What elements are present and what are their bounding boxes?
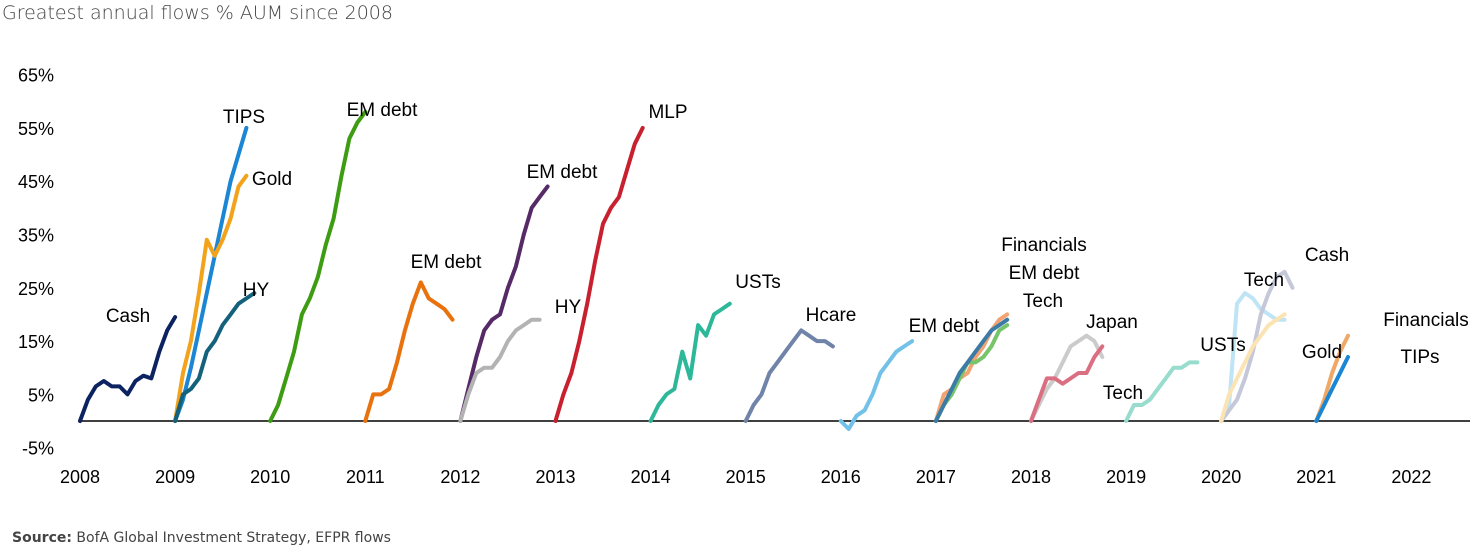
series-annotation: HY bbox=[555, 297, 582, 318]
series-annotation: Financials bbox=[1001, 235, 1087, 256]
series-annotation: Tech bbox=[1244, 270, 1284, 291]
series-line-em-debt-2016 bbox=[838, 339, 915, 431]
series-line-tech-2020 bbox=[1219, 291, 1287, 423]
chart-title: Greatest annual flows % AUM since 2008 bbox=[2, 2, 393, 24]
source-note: Source: BofA Global Investment Strategy,… bbox=[12, 530, 391, 546]
series-annotation: Tech bbox=[1103, 383, 1143, 404]
series-annotation: EM debt bbox=[411, 252, 482, 273]
x-tick-label: 2011 bbox=[346, 467, 385, 487]
x-tick-label: 2019 bbox=[1106, 467, 1146, 487]
x-tick-label: 2016 bbox=[821, 467, 861, 487]
series-line-em-debt-2017 bbox=[933, 323, 1010, 423]
series-line-em-debt-2010 bbox=[268, 109, 368, 423]
y-tick-label: 5% bbox=[28, 385, 54, 405]
series-annotation: TIPS bbox=[223, 107, 265, 128]
x-tick-label: 2018 bbox=[1011, 467, 1051, 487]
series-line-tech-2020 bbox=[1219, 312, 1287, 423]
series-line-cash-2020 bbox=[1219, 269, 1295, 423]
series-annotation: Cash bbox=[106, 306, 150, 327]
series-line-financials-2021 bbox=[1314, 355, 1350, 423]
series-line-mlp-2013 bbox=[553, 125, 645, 423]
series-lines bbox=[78, 109, 1350, 431]
y-axis: 65% 55% 45% 35% 25% 15% 5% -5% bbox=[18, 66, 54, 459]
series-annotation: USTs bbox=[1200, 335, 1245, 356]
series-annotation: Gold bbox=[1302, 342, 1342, 363]
x-tick-label: 2009 bbox=[155, 467, 195, 487]
series-annotation: Financials bbox=[1383, 310, 1469, 331]
series-line-usts-2019 bbox=[1124, 360, 1200, 423]
series-annotation: Hcare bbox=[806, 305, 857, 326]
series-line-em-debt-2012 bbox=[458, 184, 550, 423]
series-line-tips-2009 bbox=[173, 125, 249, 423]
x-axis: 2008 2009 2010 2011 2012 2013 2014 2015 2016 2017… bbox=[60, 467, 1431, 487]
y-tick-label: -5% bbox=[22, 439, 54, 459]
x-tick-label: 2010 bbox=[250, 467, 290, 487]
chart-plot: 65% 55% 45% 35% 25% 15% 5% -5% 2008 2009 2010 2011… bbox=[18, 66, 1470, 487]
series-line-cash-2008 bbox=[78, 315, 178, 423]
x-tick-label: 2014 bbox=[631, 467, 671, 487]
series-annotations: Cash TIPS Gold HY EM debt EM debt EM debt HY MLP… bbox=[106, 100, 1469, 404]
y-tick-label: 35% bbox=[18, 225, 54, 245]
series-line-financials-2017 bbox=[933, 312, 1010, 423]
x-tick-label: 2021 bbox=[1296, 467, 1336, 487]
y-tick-label: 45% bbox=[18, 172, 54, 192]
series-line-em-debt-2011 bbox=[363, 280, 455, 423]
series-annotation: Tech bbox=[1023, 291, 1063, 312]
series-line-japan-2018 bbox=[1029, 333, 1105, 423]
series-annotation: Gold bbox=[252, 169, 292, 190]
x-tick-label: 2017 bbox=[916, 467, 956, 487]
series-annotation: EM debt bbox=[527, 162, 598, 183]
series-line-tech-2018 bbox=[1029, 344, 1105, 423]
x-tick-label: 2013 bbox=[535, 467, 575, 487]
x-tick-label: 2022 bbox=[1391, 467, 1431, 487]
series-line-tech-2017 bbox=[933, 317, 1010, 423]
x-tick-label: 2008 bbox=[60, 467, 100, 487]
source-text: BofA Global Investment Strategy, EFPR fl… bbox=[76, 530, 391, 546]
series-line-gold-2009 bbox=[173, 173, 249, 423]
series-annotation: EM debt bbox=[347, 100, 418, 121]
series-annotation: USTs bbox=[735, 272, 780, 293]
source-label: Source: bbox=[12, 530, 72, 546]
y-tick-label: 65% bbox=[18, 66, 54, 86]
x-tick-label: 2015 bbox=[726, 467, 766, 487]
series-line-usts-2014 bbox=[648, 301, 732, 423]
x-tick-label: 2020 bbox=[1201, 467, 1241, 487]
y-tick-label: 25% bbox=[18, 279, 54, 299]
series-annotation: MLP bbox=[648, 102, 687, 123]
y-tick-label: 15% bbox=[18, 332, 54, 352]
series-annotation: HY bbox=[243, 280, 270, 301]
series-line-hy-2009 bbox=[173, 291, 257, 423]
series-annotation: EM debt bbox=[1009, 263, 1080, 284]
series-annotation: Cash bbox=[1305, 245, 1349, 266]
series-annotation: TIPs bbox=[1400, 347, 1439, 368]
series-line-hy-2012 bbox=[458, 317, 542, 423]
x-tick-label: 2012 bbox=[440, 467, 480, 487]
series-annotation: Japan bbox=[1086, 312, 1138, 333]
y-tick-label: 55% bbox=[18, 119, 54, 139]
series-annotation: EM debt bbox=[909, 316, 980, 337]
series-line-hcare-2015 bbox=[743, 328, 835, 423]
